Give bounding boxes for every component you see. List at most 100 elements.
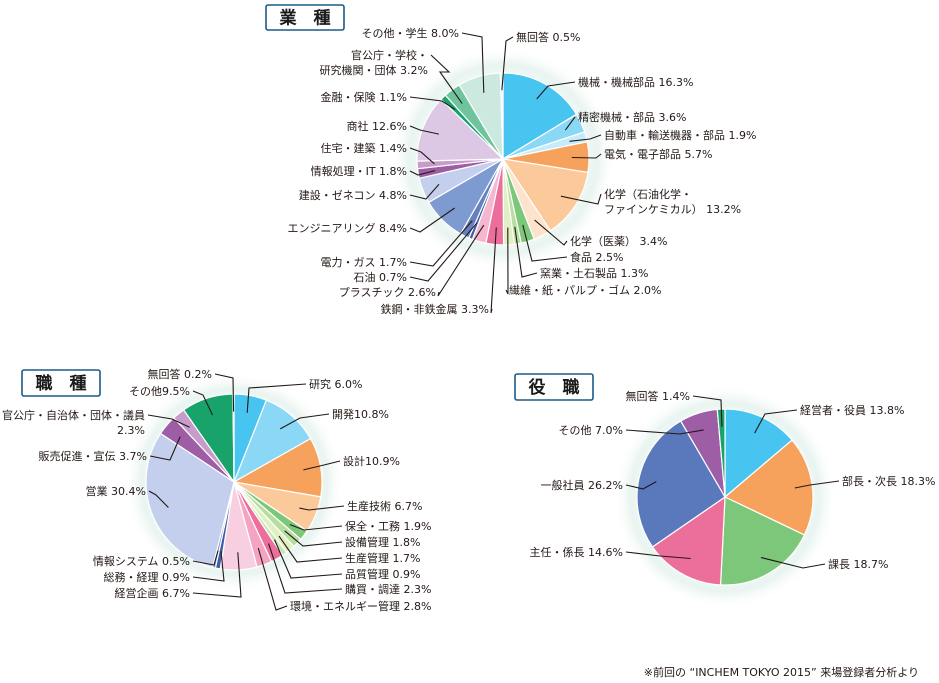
slice-label-繊維・紙・パルプ・ゴム: 繊維・紙・パルプ・ゴム 2.0% <box>509 283 661 297</box>
leader-line <box>534 219 568 246</box>
slice-label-自動車・輸送機器・部品: 自動車・輸送機器・部品 1.9% <box>604 128 756 142</box>
leader-line <box>522 224 568 262</box>
leader-line <box>490 227 497 314</box>
pie-slice-主任・係長 <box>651 495 726 586</box>
pie-slice-化学（石油化学・ファインケミカル） <box>501 158 589 232</box>
slice-label-化学（石油化学・ファインケミカル）: 化学（石油化学・ファインケミカル） 13.2% <box>604 187 741 216</box>
slice-label-品質管理: 品質管理 0.9% <box>345 567 420 581</box>
job-function-pie-chart: 職 種 研究 6.0% 開発10.8% 設計10.9% 生産技術 6.7% 保全・工務 1… <box>2 367 431 613</box>
slice-label-情報処理・IT: 情報処理・IT 1.8% <box>311 165 407 178</box>
slice-label-鉄鋼・非鉄金属: 鉄鋼・非鉄金属 3.3% <box>381 302 489 316</box>
slice-label-情報システム: 情報システム 0.5% <box>93 555 190 568</box>
leader-line <box>279 413 330 430</box>
leader-line <box>564 116 576 131</box>
leader-line <box>760 556 826 569</box>
slice-label-金融・保険: 金融・保険 1.1% <box>321 90 407 104</box>
leader-line <box>257 547 288 611</box>
chart-title: 業 種 <box>280 8 331 29</box>
source-footnote: ※前回の “INCHEM TOKYO 2015” 来場登録者分析より <box>643 666 919 679</box>
leader-line <box>505 227 509 295</box>
leader-line <box>409 220 473 267</box>
leader-line <box>625 551 691 560</box>
slice-label-電気・電子部品: 電気・電子部品 5.7% <box>604 147 712 161</box>
slice-label-環境・エネルギー管理: 環境・エネルギー管理 2.8% <box>290 599 431 613</box>
slice-label-電力・ガス: 電力・ガス 1.7% <box>321 256 407 269</box>
slice-label-総務・経理: 総務・経理 0.9% <box>104 570 190 584</box>
leader-line <box>214 373 235 412</box>
slice-label-無回答: 無回答 0.2% <box>148 367 212 381</box>
slice-label-エンジニアリング: エンジニアリング 8.4% <box>288 221 407 235</box>
slice-label-商社: 商社 12.6% <box>347 119 407 133</box>
slice-label-その他: その他9.5% <box>129 385 190 398</box>
slice-label-食品: 食品 2.5% <box>570 250 623 264</box>
leader-line <box>284 530 343 547</box>
leader-line <box>149 436 181 461</box>
slice-label-経営企画: 経営企画 6.7% <box>115 586 190 600</box>
slice-label-研究: 研究 6.0% <box>309 377 362 391</box>
leader-line <box>409 96 456 111</box>
leader-line <box>246 383 307 413</box>
leader-line <box>625 481 657 490</box>
slice-label-開発: 開発10.8% <box>332 407 389 421</box>
chart-title-box <box>514 373 594 401</box>
leader-line <box>278 535 343 563</box>
leader-line <box>303 460 341 471</box>
leader-line <box>409 170 436 176</box>
slice-label-購買・調達: 購買・調達 2.3% <box>345 582 431 596</box>
leader-line <box>147 414 190 428</box>
industry-pie-chart: 業 種機械・機械部品 16.3% 精密機械・部品 3.6% 自動車・輸送機器・部品 … <box>265 4 756 316</box>
leader-line <box>794 480 840 489</box>
slice-label-建設・ゼネコン: 建設・ゼネコン 4.8% <box>299 188 407 202</box>
leader-line <box>409 222 478 282</box>
leader-line <box>409 207 456 233</box>
leader-line <box>501 36 514 91</box>
slice-label-化学（医薬）: 化学（医薬） 3.4% <box>570 234 667 248</box>
slice-label-営業: 営業 30.4% <box>86 484 146 498</box>
chart-title: 職 種 <box>36 373 87 394</box>
leader-line <box>267 543 343 594</box>
slice-label-販売促進・宣伝: 販売促進・宣伝 3.7% <box>39 449 147 463</box>
leader-line <box>192 551 225 582</box>
slice-label-プラスチック: プラスチック 2.6% <box>339 286 436 299</box>
slice-label-一般社員: 一般社員 26.2% <box>541 478 623 492</box>
pie-slice-経営者・役員 <box>724 408 793 499</box>
slice-label-生産管理: 生産管理 1.7% <box>345 551 420 565</box>
leader-line <box>192 552 242 598</box>
slice-label-官公庁・学校・研究機関・団体: 官公庁・学校・研究機関・団体 3.2% <box>320 48 428 77</box>
slice-label-機械・機械部品: 機械・機械部品 16.3% <box>578 75 693 89</box>
leader-line <box>571 153 602 159</box>
leader-line <box>409 147 435 165</box>
leader-line <box>148 490 169 508</box>
pie-slice-一般社員 <box>636 420 726 548</box>
slice-label-精密機械・部品: 精密機械・部品 3.6% <box>578 110 686 124</box>
slice-label-窯業・土石製品: 窯業・土石製品 1.3% <box>540 266 648 280</box>
chart-title-box <box>21 369 101 397</box>
slice-label-主任・係長: 主任・係長 14.6% <box>530 546 623 559</box>
leader-line <box>625 429 704 435</box>
leader-line <box>560 193 602 205</box>
leader-line <box>273 539 343 579</box>
pie-slice-課長 <box>719 496 806 586</box>
slice-label-課長: 課長 18.7% <box>828 557 888 571</box>
leader-line <box>754 409 798 434</box>
leader-line <box>409 183 440 200</box>
slice-label-無回答: 無回答 0.5% <box>516 30 580 44</box>
leader-line <box>569 134 602 142</box>
slice-label-部長・次長: 部長・次長 18.3% <box>842 474 935 488</box>
leader-line <box>430 54 463 104</box>
chart-title: 役 職 <box>529 377 580 398</box>
leader-line <box>536 81 576 100</box>
pie-slice-機械・機械部品 <box>502 72 578 161</box>
leader-line <box>192 550 219 566</box>
leader-line <box>514 226 538 278</box>
slice-label-無回答: 無回答 1.4% <box>626 389 690 403</box>
leader-line <box>409 125 440 135</box>
slice-label-生産技術: 生産技術 6.7% <box>347 499 422 513</box>
slice-label-その他・学生: その他・学生 8.0% <box>362 26 459 40</box>
slice-label-設計: 設計10.9% <box>343 454 400 468</box>
chart-title-box <box>265 4 345 31</box>
leader-line <box>461 32 485 93</box>
leader-line <box>192 390 213 416</box>
